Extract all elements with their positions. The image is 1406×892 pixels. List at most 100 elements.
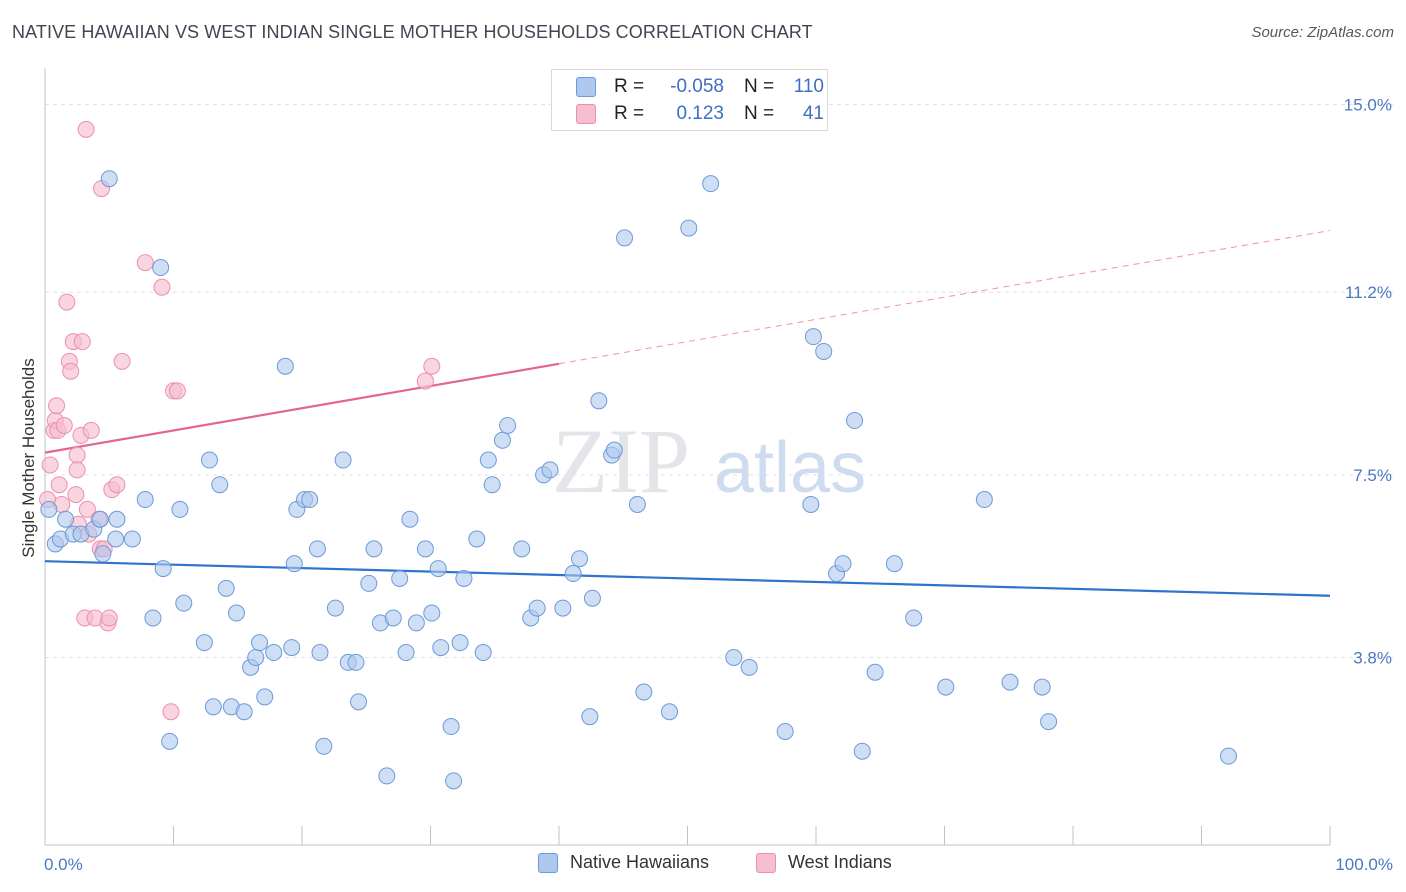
data-point-native-hawaiians	[846, 412, 864, 430]
data-point-native-hawaiians	[479, 451, 497, 469]
legend-label: West Indians	[788, 852, 892, 872]
n-value: 110	[793, 76, 824, 97]
data-point-west-indians	[162, 703, 180, 721]
data-point-native-hawaiians	[429, 560, 447, 578]
data-point-native-hawaiians	[211, 476, 229, 494]
data-point-west-indians	[168, 382, 186, 400]
trend-line-west-indians-extension	[558, 230, 1331, 365]
data-point-native-hawaiians	[311, 644, 329, 662]
data-point-native-hawaiians	[204, 698, 222, 716]
data-point-native-hawaiians	[360, 574, 378, 592]
source-label: Source: ZipAtlas.com	[1251, 24, 1394, 41]
data-point-native-hawaiians	[725, 648, 743, 666]
trend-lines	[44, 230, 1331, 597]
data-point-native-hawaiians	[154, 560, 172, 578]
data-point-native-hawaiians	[804, 328, 822, 346]
data-point-native-hawaiians	[200, 451, 218, 469]
data-point-native-hawaiians	[571, 550, 589, 568]
y-tick-label: 7.5%	[1353, 466, 1392, 485]
data-point-west-indians	[48, 397, 66, 415]
data-point-native-hawaiians	[776, 722, 794, 740]
legend-item-native-hawaiians: Native Hawaiians	[538, 852, 709, 873]
data-point-native-hawaiians	[301, 491, 319, 509]
data-point-west-indians	[67, 486, 85, 504]
data-point-west-indians	[153, 278, 171, 296]
r-label: R =	[614, 76, 645, 97]
data-point-native-hawaiians	[975, 491, 993, 509]
data-point-native-hawaiians	[136, 491, 154, 509]
data-point-west-indians	[68, 446, 86, 464]
y-tick-label: 15.0%	[1344, 96, 1392, 115]
pink-swatch-icon	[576, 104, 596, 124]
data-point-native-hawaiians	[326, 599, 344, 617]
data-point-native-hawaiians	[227, 604, 245, 622]
legend-row-west-indians: R = 0.123 N = 41	[576, 102, 824, 126]
data-point-native-hawaiians	[256, 688, 274, 706]
data-point-native-hawaiians	[590, 392, 608, 410]
data-point-native-hawaiians	[384, 609, 402, 627]
data-point-west-indians	[423, 357, 441, 375]
data-point-native-hawaiians	[285, 555, 303, 573]
y-tick-label: 3.8%	[1353, 648, 1392, 667]
data-point-native-hawaiians	[94, 545, 112, 563]
pink-swatch-icon	[756, 852, 776, 873]
data-point-native-hawaiians	[152, 259, 170, 277]
data-point-native-hawaiians	[247, 648, 265, 666]
data-point-native-hawaiians	[397, 644, 415, 662]
data-point-west-indians	[68, 461, 86, 479]
data-point-native-hawaiians	[171, 500, 189, 518]
data-point-native-hawaiians	[564, 565, 582, 583]
data-point-native-hawaiians	[378, 767, 396, 785]
data-point-native-hawaiians	[541, 461, 559, 479]
data-point-native-hawaiians	[1040, 713, 1058, 731]
y-tick-label: 11.2%	[1345, 283, 1392, 302]
data-point-native-hawaiians	[40, 500, 58, 518]
data-point-west-indians	[108, 476, 126, 494]
data-point-native-hawaiians	[866, 663, 884, 681]
data-point-native-hawaiians	[347, 653, 365, 671]
data-point-native-hawaiians	[283, 639, 301, 657]
data-point-west-indians	[136, 254, 154, 272]
data-point-native-hawaiians	[416, 540, 434, 558]
data-point-native-hawaiians	[350, 693, 368, 711]
data-point-west-indians	[50, 476, 68, 494]
data-point-native-hawaiians	[432, 639, 450, 657]
data-point-native-hawaiians	[391, 569, 409, 587]
data-point-native-hawaiians	[605, 441, 623, 459]
data-point-native-hawaiians	[217, 579, 235, 597]
data-point-native-hawaiians	[474, 644, 492, 662]
blue-swatch-icon	[576, 77, 596, 97]
data-point-native-hawaiians	[468, 530, 486, 548]
series-native-hawaiians	[40, 170, 1237, 790]
data-point-native-hawaiians	[57, 510, 75, 528]
data-point-native-hawaiians	[661, 703, 679, 721]
data-point-west-indians	[58, 293, 76, 311]
data-point-native-hawaiians	[308, 540, 326, 558]
data-point-native-hawaiians	[100, 170, 118, 188]
data-point-native-hawaiians	[885, 555, 903, 573]
trend-line-native-hawaiians	[44, 560, 1331, 597]
data-point-native-hawaiians	[423, 604, 441, 622]
data-point-native-hawaiians	[937, 678, 955, 696]
data-point-native-hawaiians	[834, 555, 852, 573]
data-point-native-hawaiians	[334, 451, 352, 469]
data-point-native-hawaiians	[161, 732, 179, 750]
data-point-native-hawaiians	[455, 569, 473, 587]
data-point-native-hawaiians	[635, 683, 653, 701]
data-point-native-hawaiians	[616, 229, 634, 247]
data-point-west-indians	[41, 456, 59, 474]
correlation-legend: R = -0.058 N = 110 R = 0.123 N = 41	[551, 69, 828, 131]
x-tick-label: 100.0%	[1335, 855, 1393, 874]
data-point-native-hawaiians	[407, 614, 425, 632]
r-value: 0.123	[671, 103, 724, 124]
data-point-native-hawaiians	[815, 342, 833, 360]
data-point-native-hawaiians	[195, 634, 213, 652]
data-point-native-hawaiians	[175, 594, 193, 612]
data-point-native-hawaiians	[235, 703, 253, 721]
data-point-native-hawaiians	[499, 416, 517, 434]
r-value: -0.058	[670, 76, 724, 97]
blue-swatch-icon	[538, 852, 558, 873]
data-point-native-hawaiians	[91, 510, 109, 528]
data-point-native-hawaiians	[581, 708, 599, 726]
